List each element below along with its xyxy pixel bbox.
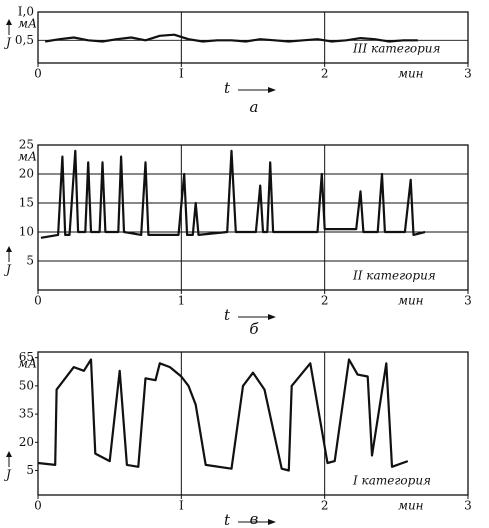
y-axis-unit: мА: [18, 357, 37, 371]
y-arrow-head: [6, 19, 12, 25]
x-tick-label: 0: [34, 294, 42, 308]
y-tick-label: 15: [19, 196, 34, 210]
y-tick-label: 5: [26, 463, 34, 477]
y-tick-label: 10: [19, 225, 34, 239]
x-arrow-head: [268, 519, 276, 525]
y-axis-symbol: J: [3, 36, 12, 50]
x-tick-label: 0: [34, 499, 42, 513]
x-axis-unit: мин: [398, 67, 424, 81]
x-tick-label: 2: [321, 67, 329, 81]
x-arrow-head: [268, 87, 276, 93]
annotation: III категория: [352, 42, 441, 56]
panel-label: б: [249, 320, 259, 338]
x-tick-label: I: [179, 67, 184, 81]
x-tick-label: 3: [464, 67, 472, 81]
x-tick-label: 3: [464, 499, 472, 513]
x-tick-label: 3: [464, 294, 472, 308]
panel-label: в: [250, 510, 259, 528]
data-line: [45, 33, 418, 43]
annotation: I категория: [352, 474, 431, 488]
y-axis-unit: мА: [18, 150, 37, 164]
y-tick-label: 50: [19, 378, 34, 392]
x-axis-unit: мин: [398, 499, 424, 513]
y-arrow-head: [6, 246, 12, 252]
data-line: [37, 358, 409, 472]
y-arrow-head: [6, 451, 12, 457]
x-tick-label: I: [179, 499, 184, 513]
x-axis-unit: мин: [398, 294, 424, 308]
y-tick-label: I,0: [18, 5, 34, 19]
x-axis-label: t: [224, 306, 231, 324]
y-tick-label: 35: [19, 407, 34, 421]
x-tick-label: 1: [178, 294, 186, 308]
x-tick-label: 0: [34, 67, 42, 81]
y-tick-label: 65: [19, 350, 34, 364]
y-tick-label: 20: [19, 167, 34, 181]
x-tick-label: 2: [321, 294, 329, 308]
y-tick-label: 25: [19, 138, 34, 152]
y-axis-symbol: J: [3, 263, 12, 277]
x-tick-label: 2: [321, 499, 329, 513]
y-tick-label: 5: [26, 254, 34, 268]
x-arrow-head: [268, 314, 276, 320]
x-axis-label: t: [224, 511, 231, 528]
data-line: [40, 149, 426, 239]
y-tick-label: 0,5: [15, 33, 34, 47]
y-tick-label: 20: [19, 435, 34, 449]
x-axis-label: t: [224, 79, 231, 97]
y-axis-unit: мА: [18, 17, 37, 31]
panel-label: а: [250, 98, 259, 116]
annotation: II категория: [352, 269, 436, 283]
y-axis-symbol: J: [3, 468, 12, 482]
